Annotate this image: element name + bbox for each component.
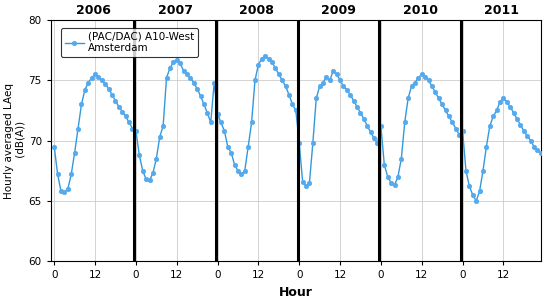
(PAC/DAC) A10-West
Amsterdam	[262, 54, 269, 58]
Legend: (PAC/DAC) A10-West
Amsterdam: (PAC/DAC) A10-West Amsterdam	[61, 28, 198, 58]
(PAC/DAC) A10-West
Amsterdam	[402, 121, 408, 124]
(PAC/DAC) A10-West
Amsterdam	[51, 145, 57, 148]
(PAC/DAC) A10-West
Amsterdam	[452, 127, 459, 130]
(PAC/DAC) A10-West
Amsterdam	[85, 81, 92, 85]
X-axis label: Hour: Hour	[279, 286, 313, 299]
Line: (PAC/DAC) A10-West
Amsterdam: (PAC/DAC) A10-West Amsterdam	[52, 54, 543, 203]
(PAC/DAC) A10-West
Amsterdam	[537, 151, 544, 155]
(PAC/DAC) A10-West
Amsterdam	[201, 103, 207, 106]
(PAC/DAC) A10-West
Amsterdam	[446, 115, 452, 118]
Y-axis label: Hourly averaged LAeq
 (dB(A)): Hourly averaged LAeq (dB(A))	[4, 83, 26, 198]
(PAC/DAC) A10-West
Amsterdam	[473, 199, 480, 203]
(PAC/DAC) A10-West
Amsterdam	[123, 115, 129, 118]
